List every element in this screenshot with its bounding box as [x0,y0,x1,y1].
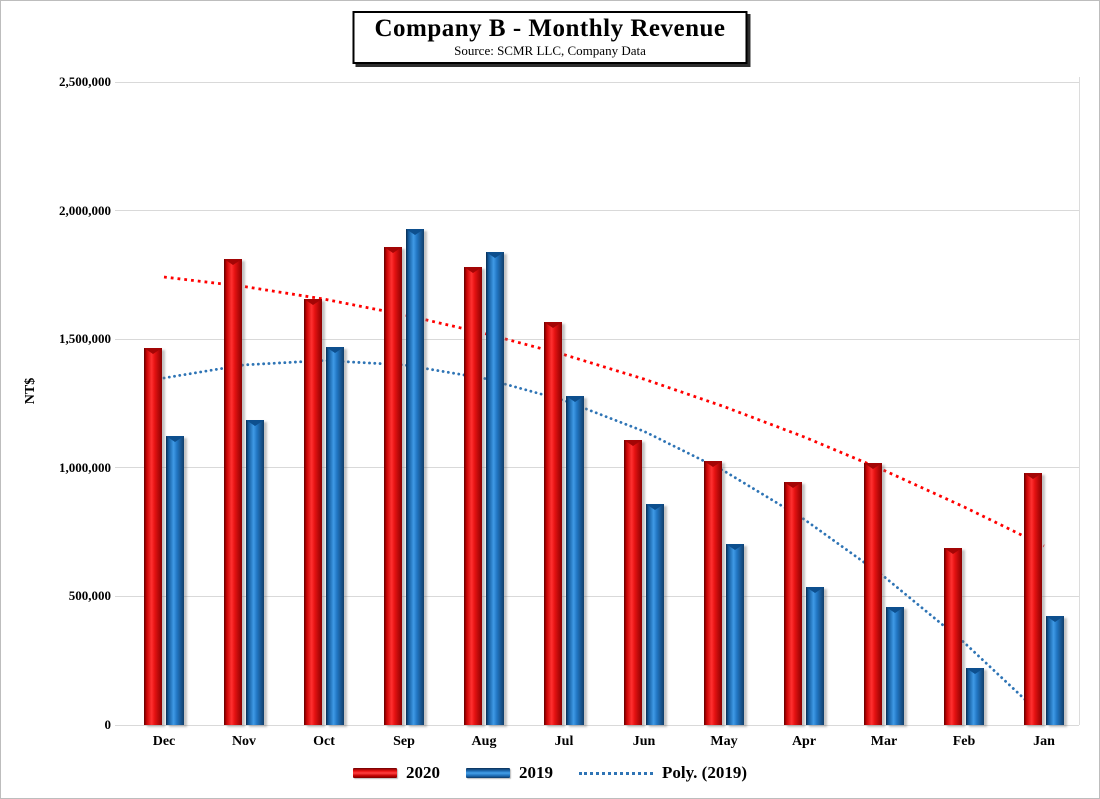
x-axis-label-jul: Jul [554,734,574,749]
bar-2019-feb [966,668,984,725]
bar-2020-mar [864,462,882,725]
x-axis-label-mar: Mar [870,734,898,749]
trendline-2019 [162,359,1046,719]
grid-line [115,81,1079,83]
bar-2019-dec [166,435,184,725]
legend-dotted-line-sample [579,771,653,775]
legend: 2020 2019 Poly. (2019) [1,763,1099,783]
bar-2020-nov [224,259,242,725]
bar-2019-jul [566,395,584,725]
legend-label-poly-2019: Poly. (2019) [662,763,747,782]
bar-2019-jun [646,503,664,725]
legend-label-2020: 2020 [406,763,440,782]
bar-2020-feb [944,547,962,725]
grid-line [115,210,1079,212]
x-axis-label-sep: Sep [393,734,415,749]
x-axis-label-oct: Oct [313,734,335,749]
bar-2019-jan [1046,615,1064,725]
bar-2019-nov [246,420,264,725]
chart-title: Company B - Monthly Revenue [374,15,726,42]
bar-2019-aug [486,251,504,725]
bar-2020-may [704,461,722,725]
bar-2020-oct [304,299,322,725]
grid-line [115,724,1079,726]
plot-right-border [1079,77,1080,725]
chart-subtitle: Source: SCMR LLC, Company Data [454,42,646,58]
x-axis-label-feb: Feb [952,734,976,749]
y-axis-tick-label: 2,500,000 [59,74,111,89]
bar-2020-jul [544,322,562,725]
y-axis-tick-label: 2,000,000 [59,202,111,218]
bar-2019-mar [886,606,904,725]
bar-2020-sep [384,246,402,725]
bar-2020-aug [464,267,482,725]
x-axis-label-nov: Nov [231,734,257,749]
bar-2019-apr [806,587,824,725]
y-axis-tick-label: 1,500,000 [59,331,111,347]
x-axis-label-apr: Apr [791,734,817,749]
y-axis-tick-label: 500,000 [68,588,111,604]
legend-item-2019: 2019 [466,763,553,783]
x-axis-label-jun: Jun [632,734,656,749]
legend-swatch-2020 [353,768,397,778]
chart-title-box: Company B - Monthly Revenue Source: SCMR… [352,11,748,65]
bar-2020-jun [624,439,642,725]
legend-label-2019: 2019 [519,763,553,782]
trendline-2020 [163,275,1045,548]
legend-item-poly-2019: Poly. (2019) [579,763,747,783]
x-axis-label-aug: Aug [471,734,497,749]
bar-2020-dec [144,348,162,725]
y-axis-title: NT$ [23,377,38,405]
legend-swatch-2019 [466,768,510,778]
bar-2019-sep [406,228,424,725]
bar-2020-apr [784,481,802,725]
x-axis-label-dec: Dec [152,734,176,749]
legend-item-2020: 2020 [353,763,440,783]
bar-2020-jan [1024,472,1042,725]
bar-2019-may [726,543,744,725]
y-axis-tick-label: 0 [104,717,112,732]
x-axis-label-may: May [710,734,738,749]
x-axis-label-jan: Jan [1033,734,1055,749]
y-axis-tick-label: 1,000,000 [59,459,111,475]
bar-2019-oct [326,346,344,725]
grid-line [115,338,1079,340]
